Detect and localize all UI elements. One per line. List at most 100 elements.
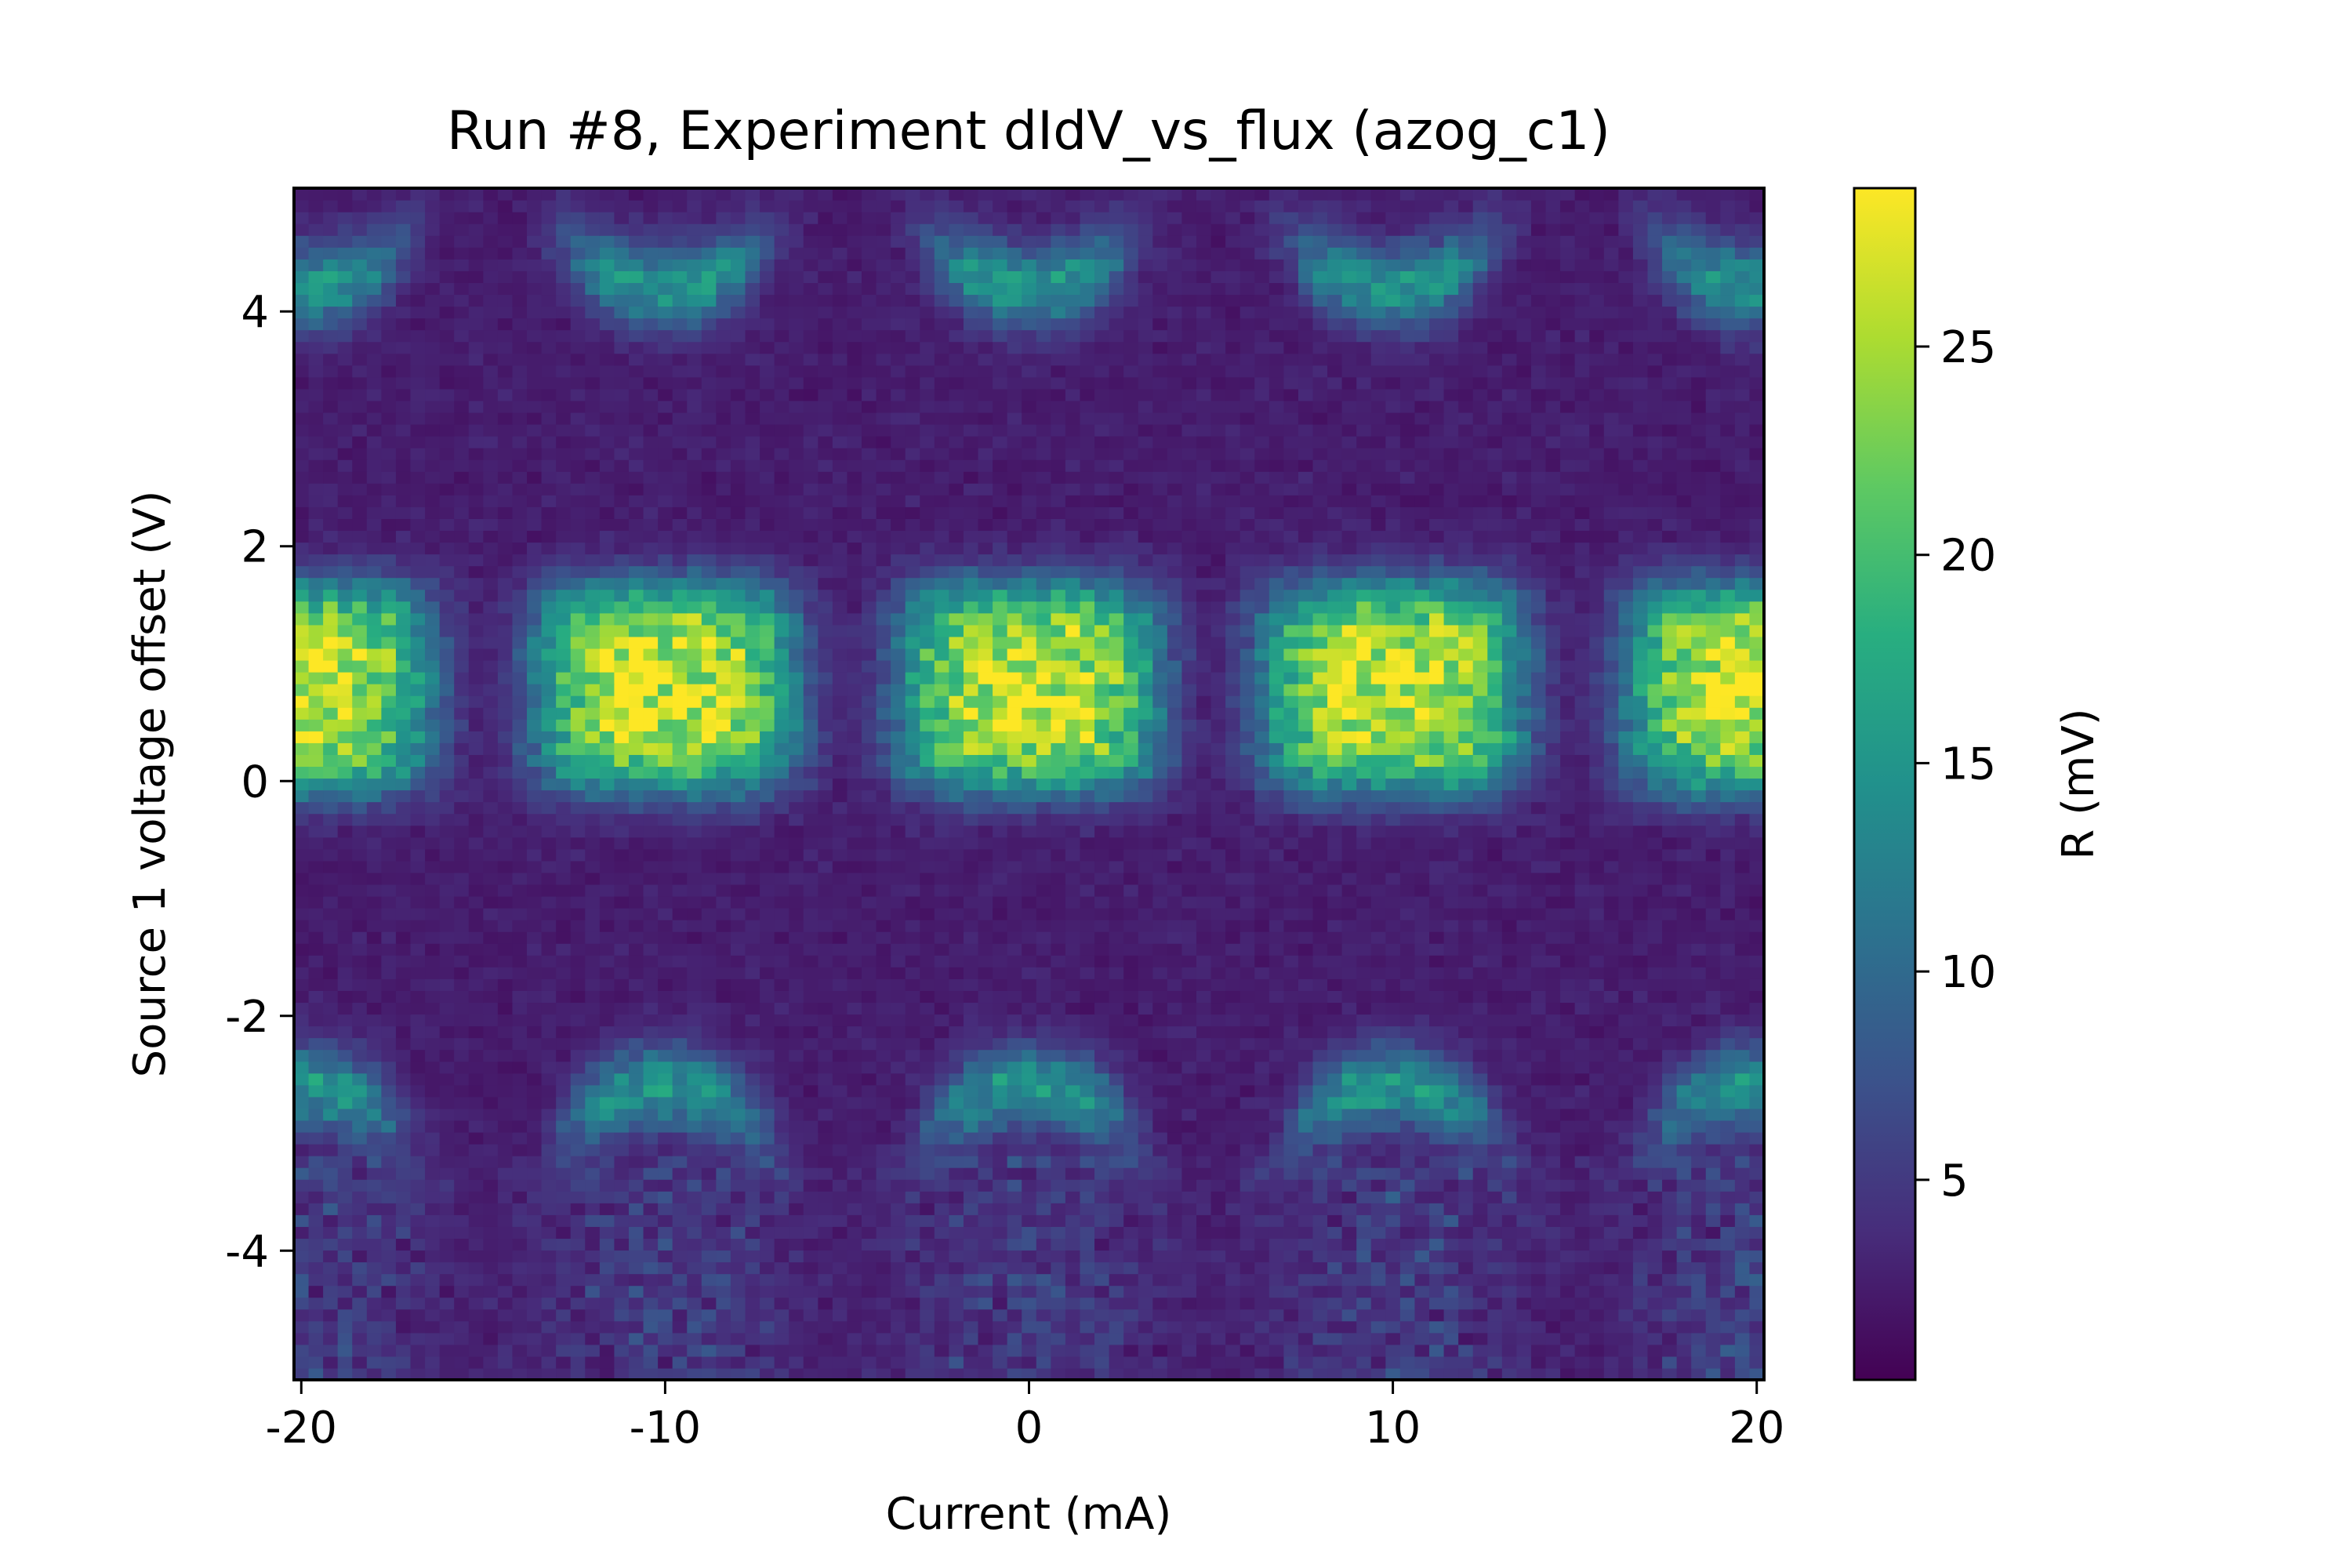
heatmap-cell [993,1203,1008,1215]
heatmap-cell [1210,967,1226,979]
heatmap-cell [803,1320,818,1334]
heatmap-cell [803,967,818,979]
heatmap-cell [1560,990,1576,1004]
heatmap-cell [789,955,804,967]
heatmap-cell [1094,1144,1110,1156]
heatmap-cell [1574,1108,1590,1121]
heatmap-cell [1356,1096,1372,1109]
heatmap-cell [1458,1156,1474,1168]
heatmap-cell [1720,1320,1736,1334]
heatmap-cell [308,931,324,944]
heatmap-cell [1312,1144,1328,1156]
heatmap-cell [1662,825,1678,838]
heatmap-cell [876,1073,891,1086]
heatmap-cell [1530,1073,1547,1086]
heatmap-cell [1516,1297,1532,1310]
heatmap-cell [308,1367,324,1381]
heatmap-cell [1210,872,1226,885]
heatmap-cell [1312,813,1328,826]
heatmap-cell [1472,1002,1488,1015]
heatmap-cell [395,848,412,862]
heatmap-cell [512,920,528,932]
heatmap-cell [1705,848,1721,862]
heatmap-cell [1472,978,1488,991]
heatmap-cell [614,1226,630,1240]
heatmap-cell [789,1344,804,1357]
heatmap-cell [1734,908,1751,920]
heatmap-cell [323,789,339,803]
heatmap-cell [1691,1214,1707,1227]
heatmap-cell [862,1367,877,1381]
heatmap-cell [1356,1250,1372,1263]
heatmap-cell [993,895,1008,909]
heatmap-cell [337,920,353,932]
heatmap-cell [1269,837,1284,850]
heatmap-cell [774,1084,789,1098]
heatmap-cell [1210,1179,1226,1192]
heatmap-cell [337,895,353,909]
heatmap-cell [395,955,412,967]
heatmap-cell [1370,1084,1386,1098]
heatmap-cell [1574,1037,1590,1051]
heatmap-cell [1734,1167,1751,1180]
heatmap-cell [905,1167,920,1180]
heatmap-cell [1225,848,1241,862]
heatmap-cell [745,1025,760,1039]
heatmap-cell [745,1002,760,1015]
heatmap-cell [337,1120,353,1133]
heatmap-cell [730,848,746,862]
heatmap-cell [425,1073,441,1086]
heatmap-cell [381,1096,397,1109]
heatmap-cell [818,943,833,956]
heatmap-cell [1210,1037,1226,1051]
heatmap-cell [570,813,586,826]
heatmap-cell [1662,978,1678,991]
heatmap-cell [1516,1156,1532,1168]
heatmap-cell [701,813,717,826]
heatmap-cell [585,1273,601,1287]
heatmap-cell [323,872,339,885]
heatmap-cell [1560,931,1576,944]
heatmap-cell [1094,1049,1110,1062]
heatmap-cell [556,1108,572,1121]
heatmap-cell [1327,1238,1343,1251]
heatmap-cell [716,1049,731,1062]
heatmap-cell [1647,1332,1663,1345]
heatmap-cell [585,1297,601,1310]
heatmap-cell [1560,1344,1576,1357]
heatmap-cell [381,1014,397,1027]
heatmap-cell [454,1061,470,1074]
heatmap-cell [1530,1084,1547,1098]
heatmap-cell [1269,1285,1284,1298]
heatmap-cell [1560,978,1576,991]
heatmap-cell [1472,1285,1488,1298]
heatmap-cell [1705,1037,1721,1051]
heatmap-cell [395,931,412,944]
heatmap-cell [1167,1156,1183,1168]
heatmap-cell [1443,1226,1459,1240]
heatmap-cell [789,813,804,826]
heatmap-cell [1676,1179,1692,1192]
heatmap-cell [366,1108,382,1121]
heatmap-cell [1560,1120,1576,1133]
heatmap-cell [1036,1344,1051,1357]
heatmap-cell [847,978,862,991]
heatmap-cell [1676,1061,1692,1074]
heatmap-cell [993,1073,1008,1086]
heatmap-cell [556,872,572,885]
heatmap-cell [570,1238,586,1251]
heatmap-cell [366,1238,382,1251]
heatmap-cell [920,1320,935,1334]
heatmap-cell [1472,931,1488,944]
heatmap-cell [1385,801,1401,815]
heatmap-cell [614,1096,630,1109]
heatmap-cell [570,1332,586,1345]
heatmap-cell [701,920,717,932]
heatmap-cell [1036,990,1051,1004]
heatmap-cell [1691,1203,1707,1215]
heatmap-cell [585,1261,601,1275]
heatmap-cell [1007,813,1022,826]
heatmap-cell [1385,1061,1401,1074]
heatmap-cell [1399,967,1416,979]
heatmap-cell [1734,1049,1751,1062]
